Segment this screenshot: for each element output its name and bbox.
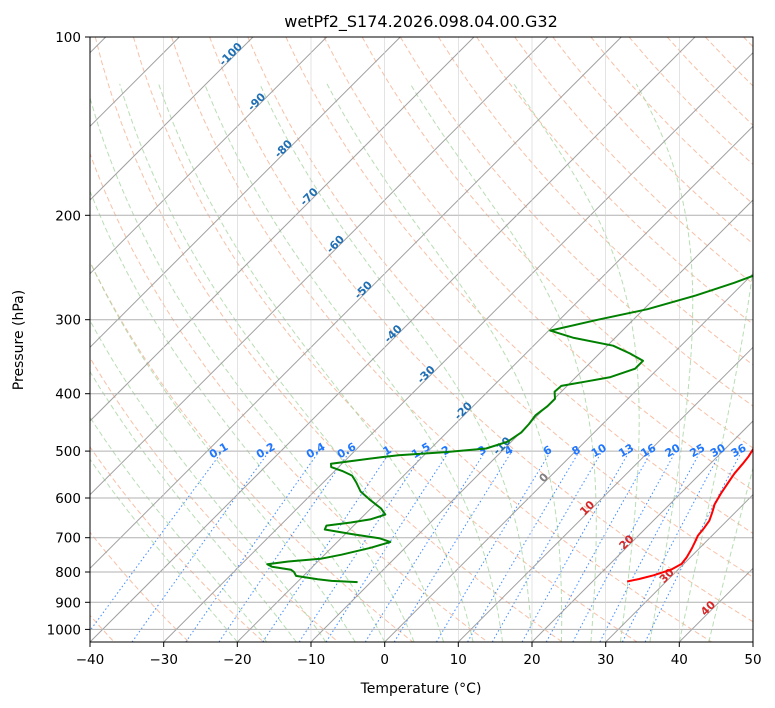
moist-adiabat-line	[513, 83, 640, 642]
y-tick-label: 800	[55, 565, 81, 581]
y-tick-label: 500	[55, 444, 81, 460]
mixing-ratio-line	[521, 450, 630, 642]
x-tick-label: 50	[744, 652, 761, 668]
moist-adiabat-line	[90, 260, 356, 642]
isotherm-line	[163, 51, 753, 642]
mixing-ratio-line	[262, 450, 392, 642]
isotherm-line	[605, 493, 753, 642]
moist-adiabat-line	[119, 83, 445, 642]
x-tick-label: 30	[597, 652, 614, 668]
isotherm-line	[90, 37, 328, 275]
x-tick-label: −10	[297, 652, 326, 668]
x-tick-label: 40	[671, 652, 688, 668]
dry-adiabat-line	[514, 37, 753, 285]
dry-adiabat-line	[399, 37, 753, 407]
isotherm-line	[310, 199, 753, 642]
moist-adiabat-line	[678, 83, 753, 642]
dry-adiabat-line	[90, 356, 339, 642]
moist-adiabat-line	[90, 416, 268, 642]
mixing-ratio-line	[185, 450, 320, 642]
dry-adiabat-line	[90, 531, 190, 642]
mixing-ratio-line	[218, 450, 351, 642]
y-axis-title: Pressure (hPa)	[11, 290, 27, 390]
moist-adiabat-line	[409, 83, 597, 642]
dry-adiabat-line	[90, 446, 264, 642]
isotherm-line	[90, 37, 254, 201]
mixing-ratio-line	[393, 450, 513, 642]
mixing-ratio-line	[572, 450, 677, 642]
mixing-ratio-line	[131, 450, 270, 642]
x-tick-label: 0	[380, 652, 389, 668]
chart-title: wetPf2_S174.2026.098.04.00.G32	[284, 12, 558, 32]
moist-adiabat-line	[158, 83, 474, 642]
mixing-ratio-line	[90, 450, 223, 632]
dry-adiabat-line	[171, 37, 712, 642]
moist-adiabat-line	[204, 83, 503, 642]
isotherm-line	[90, 37, 622, 570]
dry-adiabat-line	[209, 37, 753, 623]
moist-adiabat-line	[90, 319, 327, 642]
moist-adiabat-line	[90, 458, 238, 642]
y-tick-label: 900	[55, 595, 81, 611]
y-tick-label: 300	[55, 313, 81, 329]
isotherm-line	[457, 346, 753, 642]
dry-adiabat-line	[90, 152, 488, 642]
dry-adiabat-line	[285, 37, 753, 535]
isotherm-line	[90, 37, 696, 642]
x-axis: −40 −30 −20 −10 0 10 20 30 40 50	[76, 642, 762, 668]
dry-adiabat-line	[476, 37, 753, 325]
moist-adiabat-line	[90, 370, 297, 642]
mixing-ratio-line	[298, 450, 425, 642]
dewpoint-profile	[266, 274, 753, 584]
moist-adiabat-line	[708, 466, 753, 642]
background-lines	[90, 37, 753, 642]
dry-adiabat-line	[94, 37, 563, 642]
moist-adiabat-line	[326, 83, 563, 642]
isotherm-line	[90, 37, 475, 422]
dry-adiabat-line	[247, 37, 753, 578]
dry-adiabat-line	[323, 37, 753, 491]
x-tick-label: −30	[149, 652, 178, 668]
mixing-ratio-line	[545, 450, 653, 642]
y-tick-label: 200	[55, 208, 81, 224]
y-tick-label: 600	[55, 491, 81, 507]
y-tick-label: 100	[55, 30, 81, 46]
sounding-profiles	[266, 274, 753, 584]
temperature-profile	[626, 446, 753, 583]
x-tick-label: −20	[223, 652, 252, 668]
x-tick-label: 20	[523, 652, 540, 668]
plot-frame	[89, 36, 754, 643]
x-tick-label: −40	[76, 652, 105, 668]
x-tick-label: 10	[450, 652, 467, 668]
isotherm-line	[90, 37, 549, 496]
mixing-ratio-line	[325, 450, 450, 642]
mixing-ratio-line	[644, 450, 743, 642]
y-axis: 100 200 300 400 500 600 700 800 900 1000	[47, 30, 90, 638]
y-tick-label: 1000	[47, 622, 81, 638]
isotherm-line	[90, 37, 401, 349]
isotherm-line	[531, 420, 753, 642]
dry-adiabat-line	[132, 37, 638, 642]
y-tick-label: 400	[55, 387, 81, 403]
isotherm-line	[384, 272, 753, 642]
isotherm-line	[236, 125, 753, 642]
moist-adiabat-line	[90, 96, 415, 642]
dry-adiabat-line	[437, 37, 753, 366]
moist-adiabat-line	[259, 83, 533, 642]
y-tick-label: 700	[55, 531, 81, 547]
x-axis-title: Temperature (°C)	[360, 681, 482, 697]
